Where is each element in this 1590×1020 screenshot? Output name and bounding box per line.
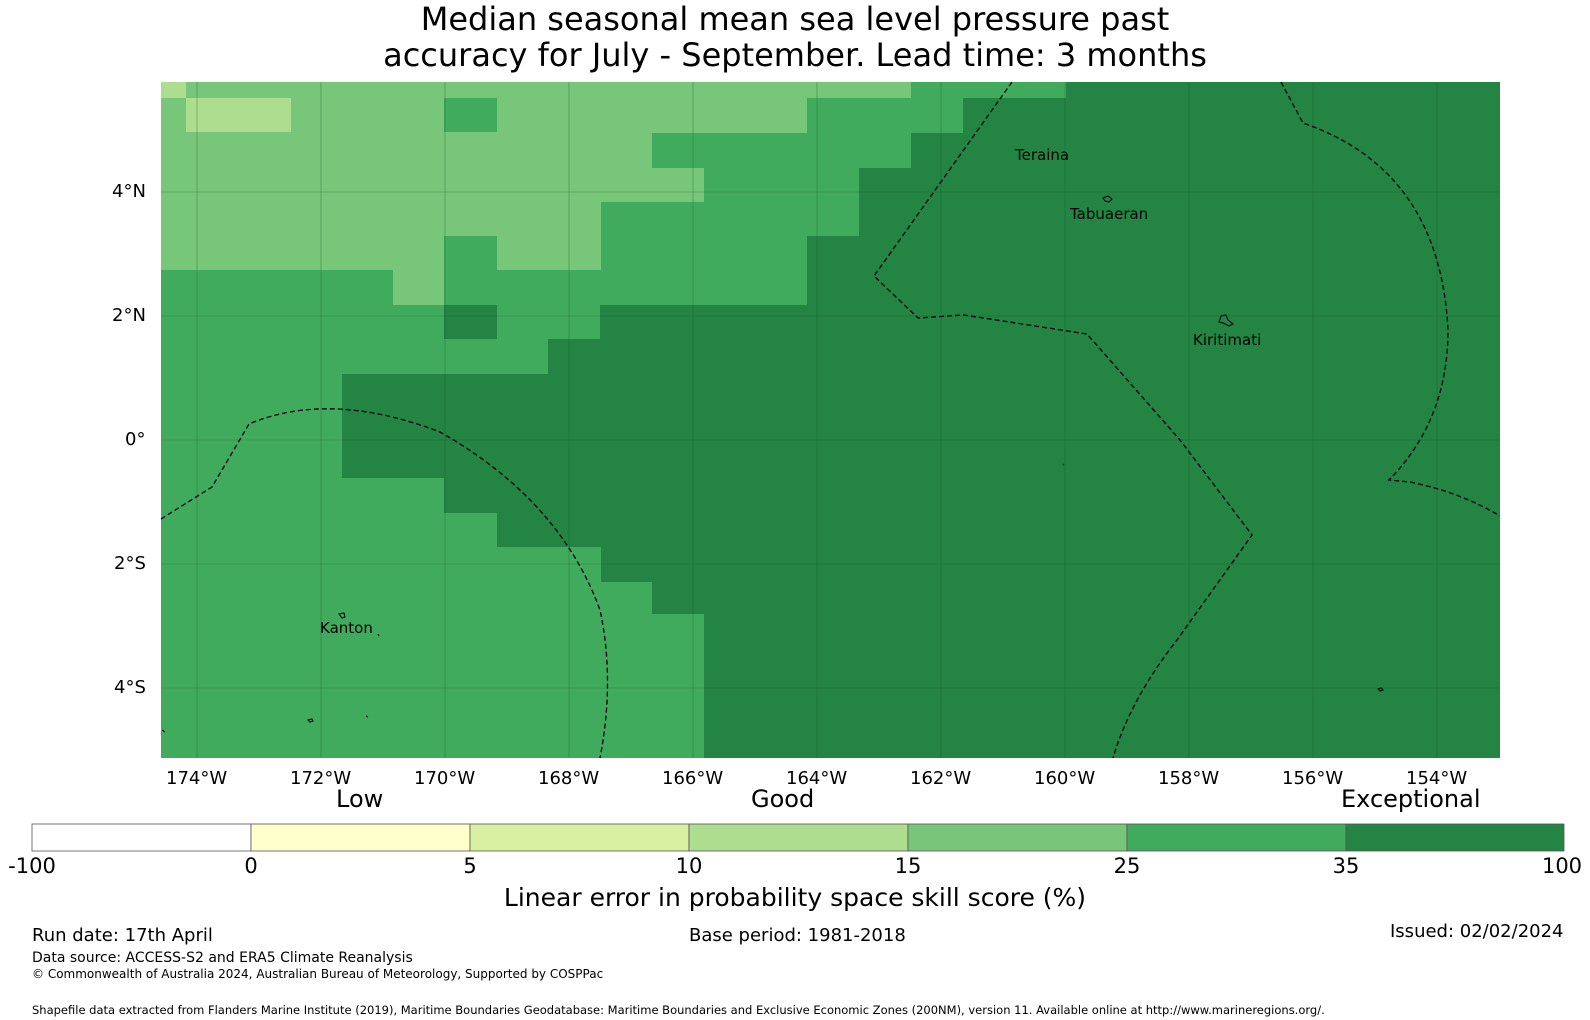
map-title-line-1: Median seasonal mean sea level pressure …	[420, 0, 1170, 38]
lat-tick-4s: 4°S	[114, 677, 146, 698]
lat-tick-0: 0°	[125, 429, 146, 450]
lon-tick-156w: 156°W	[1282, 768, 1344, 789]
island-outlines	[161, 195, 1384, 733]
colorbar-segment-3	[469, 823, 690, 852]
lon-tick-168w: 168°W	[538, 768, 600, 789]
map-gridlines	[161, 82, 1500, 758]
colorbar-tick-5: 5	[463, 854, 477, 878]
place-label-tabuaeran: Tabuaeran	[1070, 205, 1149, 223]
skill-grid	[161, 82, 1500, 758]
lon-tick-174w: 174°W	[166, 768, 228, 789]
base-period: Base period: 1981-2018	[689, 925, 906, 946]
colorbar-segment-1	[31, 823, 252, 852]
colorbar-tick-25: 25	[1113, 854, 1141, 878]
place-label-kanton: Kanton	[320, 619, 373, 637]
colorbar-tick-100: 100	[1541, 854, 1583, 878]
lon-tick-154w: 154°W	[1406, 768, 1468, 789]
lat-tick-2s: 2°S	[114, 553, 146, 574]
category-low: Low	[336, 785, 384, 813]
map-title-line-2: accuracy for July - September. Lead time…	[383, 36, 1207, 74]
colorbar-tick-35: 35	[1332, 854, 1360, 878]
lon-tick-170w: 170°W	[414, 768, 476, 789]
colorbar-tick-minus100: -100	[8, 854, 56, 878]
colorbar-segment-7	[1345, 823, 1565, 852]
category-good: Good	[751, 785, 815, 813]
shapefile-credit: Shapefile data extracted from Flanders M…	[32, 1003, 1325, 1017]
eez-boundaries	[160, 81, 1501, 759]
lon-tick-164w: 164°W	[786, 768, 848, 789]
colorbar-label: Linear error in probability space skill …	[503, 883, 1087, 912]
copyright: © Commonwealth of Australia 2024, Austra…	[32, 967, 604, 981]
lon-tick-162w: 162°W	[910, 768, 972, 789]
place-label-teraina: Teraina	[1015, 146, 1070, 164]
data-source: Data source: ACCESS-S2 and ERA5 Climate …	[32, 950, 413, 966]
lon-tick-158w: 158°W	[1158, 768, 1220, 789]
lon-tick-160w: 160°W	[1034, 768, 1096, 789]
category-exceptional: Exceptional	[1341, 785, 1481, 813]
colorbar-tick-10: 10	[675, 854, 703, 878]
place-label-kiritimati: Kiritimati	[1193, 331, 1262, 349]
colorbar-segment-4	[688, 823, 909, 852]
lon-tick-172w: 172°W	[290, 768, 352, 789]
issued-date: Issued: 02/02/2024	[1390, 921, 1564, 942]
colorbar-tick-15: 15	[894, 854, 922, 878]
colorbar-segment-2	[250, 823, 471, 852]
run-date: Run date: 17th April	[32, 925, 213, 946]
lon-tick-166w: 166°W	[662, 768, 724, 789]
colorbar-segment-6	[1126, 823, 1347, 852]
colorbar	[31, 823, 1565, 852]
colorbar-tick-0: 0	[244, 854, 258, 878]
lat-tick-2n: 2°N	[112, 305, 146, 326]
lat-tick-4n: 4°N	[112, 181, 146, 202]
colorbar-segment-5	[907, 823, 1128, 852]
